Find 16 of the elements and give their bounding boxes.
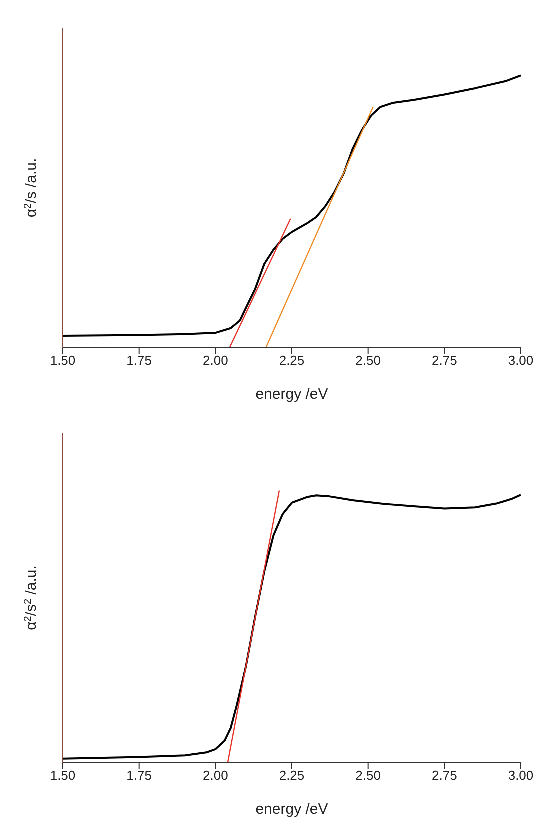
- x-tick-label: 1.75: [126, 353, 152, 368]
- x-tick-label: 3.00: [508, 768, 534, 784]
- x-tick-label: 3.00: [508, 353, 534, 368]
- x-axis-title: energy /eV: [256, 801, 328, 818]
- x-tick-label: 2.50: [356, 353, 381, 368]
- x-tick-label: 1.50: [50, 353, 76, 368]
- x-tick-label: 2.00: [203, 768, 228, 784]
- x-tick-label: 2.25: [279, 353, 305, 368]
- x-tick-label: 2.50: [356, 768, 381, 784]
- x-tick-label: 2.00: [203, 353, 228, 368]
- x-tick-label: 1.75: [126, 768, 152, 784]
- x-axis-title: energy /eV: [256, 386, 328, 403]
- x-tick-label: 2.25: [279, 768, 305, 784]
- x-tick-label: 2.75: [432, 768, 458, 784]
- x-tick-label: 2.75: [432, 353, 458, 368]
- x-tick-label: 1.50: [50, 768, 76, 784]
